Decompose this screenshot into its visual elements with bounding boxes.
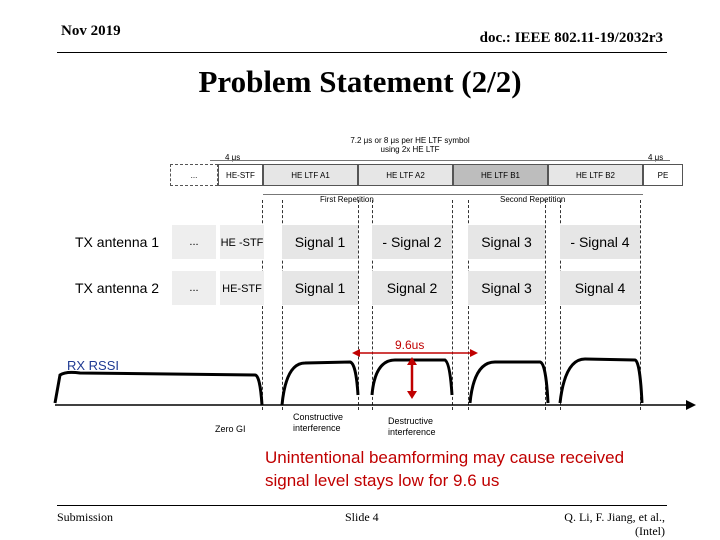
antenna-2-signal-4: Signal 4 [560, 271, 640, 305]
right-duration: 4 μs [648, 153, 664, 162]
antenna-2-label: TX antenna 2 [75, 280, 160, 296]
rssi-label: RX RSSI [67, 358, 120, 373]
frame-diagram: 7.2 μs or 8 μs per HE LTF symbol using 2… [170, 134, 690, 204]
frame-field-pe: PE [643, 164, 683, 186]
guide-line [452, 200, 453, 410]
antenna-1-signal-2: - Signal 2 [372, 225, 452, 259]
antenna-1-dots: ... [172, 225, 216, 259]
destructive-label: Destructive interference [388, 416, 436, 437]
guide-line [358, 200, 359, 410]
frame-field-ltf-b1: HE LTF B1 [453, 164, 548, 186]
guide-line [262, 200, 263, 410]
guide-line [545, 200, 546, 410]
ltf-symbol-label: 7.2 μs or 8 μs per HE LTF symbol using 2… [275, 136, 545, 154]
guide-line [468, 200, 469, 410]
frame-field-dots: ... [170, 164, 218, 186]
first-repetition-label: First Repetition [320, 195, 374, 204]
antenna-1-signal-3: Signal 3 [468, 225, 545, 259]
antenna-2-signal-2: Signal 2 [372, 271, 452, 305]
ltf-symbol-label-line1: 7.2 μs or 8 μs per HE LTF symbol [350, 136, 470, 145]
antenna-2-signal-1: Signal 1 [282, 271, 358, 305]
header-rule [57, 52, 667, 53]
guide-line [560, 200, 561, 410]
guide-line [372, 200, 373, 410]
antenna-1-signal-1: Signal 1 [282, 225, 358, 259]
duration-arrow [352, 349, 478, 357]
footer-submission: Submission [57, 510, 114, 524]
left-duration: 4 μs [225, 153, 241, 162]
rssi-waveform [53, 357, 696, 410]
header-date: Nov 2019 [61, 23, 121, 39]
guide-line [640, 200, 641, 410]
frame-field-ltf-a1: HE LTF A1 [263, 164, 358, 186]
second-repetition-line [453, 194, 643, 195]
antenna-2-dots: ... [172, 271, 216, 305]
antenna-2-stf: HE-STF [220, 271, 264, 305]
antenna-2-signal-3: Signal 3 [468, 271, 545, 305]
ltf-symbol-label-line2: using 2x HE LTF [380, 145, 440, 154]
conclusion-text: Unintentional beamforming may cause rece… [265, 448, 625, 490]
footer-org: (Intel) [635, 524, 665, 538]
second-repetition-label: Second Repetition [500, 195, 566, 204]
constructive-label: Constructive interference [293, 412, 344, 433]
guide-line [282, 200, 283, 410]
frame-field-ltf-b2: HE LTF B2 [548, 164, 643, 186]
frame-field-he-stf: HE-STF [218, 164, 263, 186]
footer-rule [57, 505, 667, 506]
duration-line [210, 160, 670, 161]
antenna-1-signal-4: - Signal 4 [560, 225, 640, 259]
page-title: Problem Statement (2/2) [198, 64, 522, 99]
antenna-1-label: TX antenna 1 [75, 234, 160, 250]
footer-authors: Q. Li, F. Jiang, et al., [564, 510, 665, 524]
header-doc-id: doc.: IEEE 802.11-19/2032r3 [479, 30, 663, 46]
zero-gi-label: Zero GI [215, 424, 246, 434]
footer-slide-number: Slide 4 [345, 510, 379, 524]
frame-field-ltf-a2: HE LTF A2 [358, 164, 453, 186]
antenna-1-stf: HE -STF [220, 225, 264, 259]
duration-label: 9.6us [395, 338, 425, 352]
first-repetition-line [263, 194, 453, 195]
